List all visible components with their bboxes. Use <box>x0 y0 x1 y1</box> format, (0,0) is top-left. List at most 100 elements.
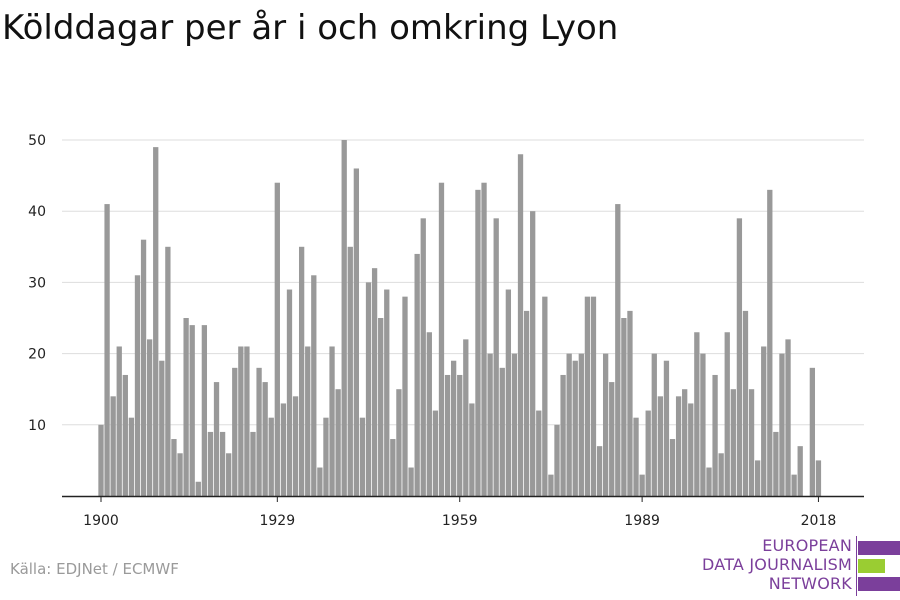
bar <box>736 218 743 496</box>
bar <box>694 332 700 496</box>
bar <box>530 211 536 496</box>
y-tick-label: 50 <box>28 133 46 149</box>
bar <box>268 417 274 496</box>
bar <box>627 310 633 496</box>
y-tick-label: 40 <box>28 204 46 220</box>
bar <box>651 353 657 496</box>
bar <box>773 431 779 496</box>
chart-title: Kölddagar per år i och omkring Lyon <box>2 8 619 48</box>
bar <box>311 275 317 496</box>
bar <box>286 289 293 496</box>
bar <box>572 360 578 496</box>
bar <box>596 446 603 496</box>
logo-line: EUROPEAN <box>762 536 852 555</box>
bar <box>244 346 250 496</box>
bar <box>748 389 755 496</box>
x-tick-label: 2018 <box>801 513 837 529</box>
bar <box>238 346 244 496</box>
bar <box>517 154 524 497</box>
bar <box>122 374 128 496</box>
bar <box>590 296 597 496</box>
bar <box>280 403 287 496</box>
bar <box>146 339 153 496</box>
x-tick-label: 1900 <box>83 513 119 529</box>
bar <box>110 396 116 496</box>
bar <box>797 446 803 496</box>
y-tick-label: 10 <box>28 418 46 434</box>
bar <box>371 268 378 496</box>
x-tick-label: 1989 <box>624 513 660 529</box>
bar <box>256 367 262 496</box>
bar <box>754 460 761 496</box>
bar <box>420 218 426 496</box>
bar <box>511 353 518 496</box>
bar <box>560 374 566 496</box>
bar <box>493 218 499 496</box>
bar <box>414 253 420 496</box>
logo-divider <box>856 536 857 596</box>
bar <box>341 140 347 496</box>
bar <box>317 467 323 496</box>
bar <box>639 474 645 496</box>
bar <box>657 396 664 496</box>
bar <box>554 424 560 496</box>
logo-bar-top <box>858 541 900 555</box>
bar <box>645 410 651 496</box>
bar <box>633 417 639 496</box>
bar <box>232 367 238 496</box>
logo-wordmark: EUROPEAN DATA JOURNALISM NETWORK <box>702 536 852 593</box>
bar <box>584 296 591 496</box>
bar <box>262 382 268 496</box>
bar <box>165 246 171 496</box>
bar <box>195 481 201 496</box>
bar <box>675 396 682 496</box>
bar <box>730 389 736 496</box>
bar <box>116 346 122 496</box>
edjnet-logo[interactable]: EUROPEAN DATA JOURNALISM NETWORK <box>700 536 900 596</box>
bar <box>669 439 676 496</box>
bar <box>201 325 208 496</box>
bar <box>542 296 548 496</box>
source-note: Källa: EDJNet / ECMWF <box>10 560 179 578</box>
bar <box>767 189 773 496</box>
bar <box>615 204 621 496</box>
bar <box>329 346 335 496</box>
bar <box>402 296 408 496</box>
bar <box>128 417 135 496</box>
bar <box>815 460 822 496</box>
bar <box>353 168 360 497</box>
bar <box>688 403 694 496</box>
bar <box>323 417 329 496</box>
bar <box>408 467 414 496</box>
bar <box>578 353 584 496</box>
logo-bar-bottom <box>858 577 900 591</box>
bar <box>426 332 432 496</box>
bar <box>432 410 439 496</box>
bar <box>809 367 816 496</box>
y-tick-label: 20 <box>28 347 46 363</box>
bar <box>712 374 718 496</box>
bar <box>219 431 226 496</box>
bar <box>305 346 311 496</box>
bar <box>140 239 147 496</box>
bar <box>785 339 791 496</box>
bar <box>250 431 256 496</box>
bar <box>742 310 749 496</box>
logo-bar-middle <box>858 559 885 573</box>
bar <box>463 339 469 496</box>
bar <box>292 396 299 496</box>
bar <box>183 318 189 496</box>
bar <box>682 389 688 496</box>
bar <box>396 389 402 496</box>
bar <box>469 403 475 496</box>
bar <box>438 182 445 496</box>
bar <box>159 360 165 496</box>
bar <box>700 353 706 496</box>
bar <box>523 310 530 496</box>
bar <box>226 453 232 496</box>
bar <box>104 204 110 496</box>
bar <box>457 374 463 496</box>
bar <box>171 439 177 496</box>
bar <box>761 346 767 496</box>
